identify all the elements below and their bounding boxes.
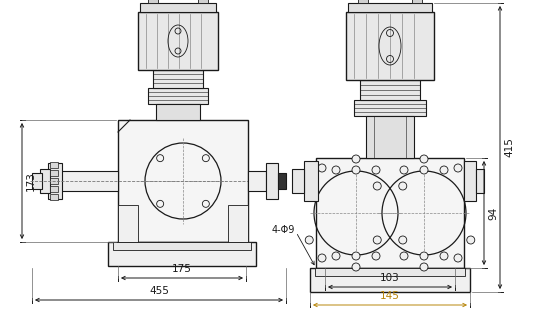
Bar [50, 162, 58, 168]
Circle shape [454, 254, 462, 262]
Circle shape [467, 236, 475, 244]
Circle shape [467, 182, 475, 190]
Circle shape [399, 182, 407, 190]
Circle shape [399, 236, 407, 244]
Bar [292, 169, 304, 193]
Circle shape [352, 155, 360, 163]
Bar [266, 163, 278, 199]
Bar [248, 171, 266, 191]
Bar [198, 0, 208, 3]
Bar [412, 0, 422, 3]
Bar [40, 169, 50, 193]
Bar [346, 12, 434, 80]
Circle shape [352, 263, 360, 271]
Circle shape [373, 182, 381, 190]
Bar [58, 171, 118, 191]
Bar [304, 161, 318, 201]
Text: 4-Φ9: 4-Φ9 [272, 225, 295, 235]
Circle shape [400, 166, 408, 174]
Text: 145: 145 [380, 291, 400, 301]
Circle shape [372, 252, 380, 260]
Bar [48, 163, 62, 199]
Circle shape [318, 164, 326, 172]
Circle shape [400, 252, 408, 260]
Bar [138, 12, 218, 70]
Bar [315, 268, 465, 276]
Bar [108, 242, 256, 266]
Bar [148, 0, 158, 3]
Bar [118, 120, 248, 242]
Bar [360, 80, 420, 100]
Bar [156, 104, 200, 120]
Bar [358, 0, 368, 3]
Bar [140, 3, 216, 12]
Circle shape [440, 166, 448, 174]
Text: 103: 103 [380, 273, 400, 283]
Text: 415: 415 [504, 137, 514, 157]
Bar [476, 169, 484, 193]
Circle shape [332, 252, 340, 260]
Bar [366, 116, 414, 158]
Text: 94: 94 [488, 206, 498, 220]
Bar [118, 205, 138, 242]
Circle shape [352, 166, 360, 174]
Bar [50, 186, 58, 192]
Text: 175: 175 [172, 264, 192, 274]
Circle shape [305, 182, 313, 190]
Bar [153, 70, 203, 88]
Bar [32, 173, 42, 189]
Bar [278, 173, 286, 189]
Circle shape [305, 236, 313, 244]
Bar [354, 100, 426, 116]
Circle shape [372, 166, 380, 174]
Bar [50, 170, 58, 176]
Bar [148, 88, 208, 104]
Bar [50, 178, 58, 184]
Bar [228, 205, 248, 242]
Bar [50, 194, 58, 200]
Bar [316, 158, 464, 268]
Circle shape [318, 254, 326, 262]
Circle shape [420, 166, 428, 174]
Circle shape [420, 155, 428, 163]
Circle shape [332, 166, 340, 174]
Bar [113, 242, 251, 250]
Circle shape [373, 236, 381, 244]
Text: 455: 455 [149, 286, 169, 296]
Circle shape [352, 252, 360, 260]
Circle shape [440, 252, 448, 260]
Circle shape [420, 252, 428, 260]
Bar [374, 116, 406, 158]
Bar [464, 161, 476, 201]
Bar [348, 3, 432, 12]
Circle shape [454, 164, 462, 172]
Bar [310, 268, 470, 292]
Circle shape [420, 263, 428, 271]
Text: 173: 173 [26, 171, 36, 191]
